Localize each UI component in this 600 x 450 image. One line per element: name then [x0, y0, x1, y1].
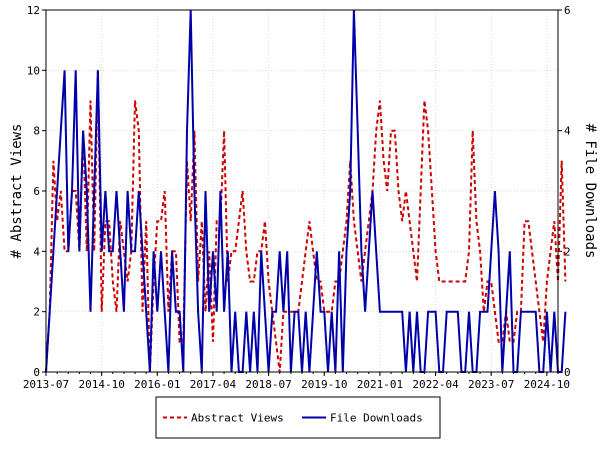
x-tick-label: 2023-07: [468, 378, 514, 391]
x-tick-label: 2017-04: [190, 378, 237, 391]
right-y-tick-label: 4: [564, 125, 571, 138]
legend: Abstract Views File Downloads: [155, 396, 441, 439]
x-tick-label: 2014-10: [78, 378, 124, 391]
x-tick-label: 2016-01: [134, 378, 180, 391]
legend-box: [155, 396, 441, 439]
right-axis-title: # File Downloads: [582, 124, 598, 259]
x-tick-label: 2013-07: [23, 378, 69, 391]
x-tick-label: 2024-10: [524, 378, 570, 391]
x-axis-ticks: 2013-07 2014-10 2016-01 2017-04 2018-07 2019-…: [23, 372, 570, 391]
file-downloads-line: [45, 9, 567, 373]
legend-file-downloads-label: File Downloads: [330, 412, 423, 425]
left-y-tick-label: 6: [33, 185, 40, 198]
left-y-tick-label: 10: [27, 64, 40, 77]
left-y-tick-label: 8: [33, 125, 40, 138]
left-y-tick-label: 12: [27, 4, 40, 17]
left-y-tick-label: 0: [33, 366, 40, 379]
series-lines: [45, 9, 567, 373]
legend-abstract-views-label: Abstract Views: [191, 412, 284, 425]
right-y-tick-label: 6: [564, 4, 571, 17]
left-y-axis-ticks: 0 2 4 6 8 10 12: [27, 4, 46, 379]
right-y-tick-label: 2: [564, 245, 571, 258]
plot-area-frame: [45, 9, 559, 373]
x-tick-label: 2018-07: [245, 378, 291, 391]
left-axis-title: # Abstract Views: [9, 124, 25, 259]
x-tick-label: 2019-10: [301, 378, 347, 391]
x-tick-label: 2021-01: [357, 378, 403, 391]
x-tick-label: 2022-04: [412, 378, 459, 391]
left-y-tick-label: 2: [33, 306, 40, 319]
right-y-tick-label: 0: [564, 366, 571, 379]
left-y-tick-label: 4: [33, 245, 40, 258]
